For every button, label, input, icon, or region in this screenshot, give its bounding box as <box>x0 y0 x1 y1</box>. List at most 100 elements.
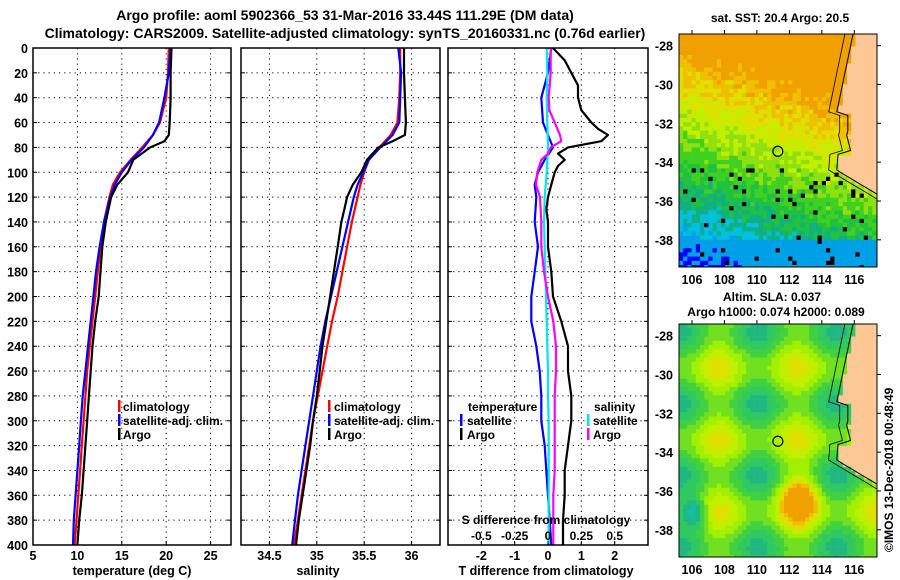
map-cell <box>779 454 785 459</box>
depth-tick-label: 220 <box>7 315 28 329</box>
map-cell <box>700 399 705 405</box>
map-cell <box>784 172 789 178</box>
map-cell <box>746 248 751 253</box>
map-cell <box>763 34 768 39</box>
map-cell <box>758 92 764 98</box>
map-cell <box>834 76 839 81</box>
map-cell <box>872 113 877 119</box>
map-cell <box>750 324 755 329</box>
map-cell <box>863 88 869 94</box>
map-cell <box>788 151 793 157</box>
map-cell <box>796 151 802 157</box>
map-cell <box>708 80 713 85</box>
map-cell <box>729 134 734 140</box>
map-cell <box>729 126 734 131</box>
map-cell <box>779 101 785 106</box>
map-cell <box>859 345 865 350</box>
map-cell <box>758 34 764 39</box>
map-cell <box>842 55 848 60</box>
map-cell <box>771 374 776 379</box>
map-cell <box>800 429 806 434</box>
map-cell <box>847 483 852 489</box>
map-cell <box>851 353 856 358</box>
map-cell <box>775 223 781 228</box>
map-cell <box>834 395 839 400</box>
map-cell <box>779 88 785 94</box>
map-cell <box>792 63 797 68</box>
map-cell <box>834 332 839 337</box>
map-cell <box>805 345 810 350</box>
map-cell <box>855 235 860 241</box>
map-cell <box>788 265 793 267</box>
map-cell <box>683 134 688 140</box>
map-cell <box>830 445 835 451</box>
map-cell <box>683 252 688 257</box>
map-cell <box>796 105 802 110</box>
map-cell <box>872 235 877 241</box>
map-cell <box>746 206 751 211</box>
map-cell <box>700 239 705 245</box>
map-cell <box>792 134 797 140</box>
map-cell <box>737 366 743 371</box>
map-cell <box>683 92 688 98</box>
map-cell <box>792 458 797 463</box>
map-cell <box>826 340 831 346</box>
map-cell <box>826 218 831 224</box>
map-cell <box>683 328 688 333</box>
map-cell <box>725 130 730 136</box>
map-cell <box>784 244 789 249</box>
map-cell <box>792 97 797 102</box>
map-cell <box>830 412 835 417</box>
map-cell <box>872 92 877 98</box>
map-cell <box>813 59 818 64</box>
map-cell <box>691 63 697 68</box>
map-cell <box>834 223 839 228</box>
depth-tick-label: 300 <box>7 415 28 429</box>
map-cell <box>771 340 776 346</box>
map-cell <box>758 139 764 144</box>
map-cell <box>704 164 709 169</box>
map-cell <box>821 483 827 489</box>
map-cell <box>742 231 747 236</box>
map-cell <box>758 412 764 417</box>
map-cell <box>859 391 865 396</box>
map-cell <box>872 130 877 136</box>
map-cell <box>691 324 697 329</box>
map-cell <box>834 420 839 426</box>
x-tick-label: 25 <box>204 549 218 563</box>
map-cell <box>792 76 797 81</box>
map-cell <box>771 130 776 136</box>
map-cell <box>683 433 688 438</box>
map-cell <box>796 181 802 186</box>
map-cell <box>868 445 873 451</box>
map-cell <box>767 185 772 190</box>
map-cell <box>796 160 802 165</box>
map-cell <box>775 206 781 211</box>
map-cell <box>687 420 692 426</box>
map-cell <box>826 80 831 85</box>
map-cell <box>721 454 726 459</box>
map-cell <box>704 202 709 207</box>
map-cell <box>679 340 684 346</box>
map-cell <box>813 97 818 102</box>
map-cell <box>851 214 856 220</box>
map-cell <box>737 151 743 157</box>
map-cell <box>691 403 697 409</box>
map-cell <box>767 118 772 123</box>
map-cell <box>725 445 730 451</box>
map-cell <box>792 210 797 215</box>
map-cell <box>758 454 764 459</box>
map-cell <box>868 231 873 236</box>
map-cell <box>834 134 839 140</box>
map-cell <box>746 202 751 207</box>
map-cell <box>683 445 688 451</box>
map-cell <box>868 160 873 165</box>
map-cell <box>712 361 718 367</box>
map-cell <box>733 328 739 333</box>
map-cell <box>716 71 722 77</box>
map-cell <box>733 71 739 77</box>
map-cell <box>737 218 743 224</box>
map-cell <box>859 353 865 358</box>
map-cell <box>784 118 789 123</box>
map-cell <box>800 483 806 489</box>
